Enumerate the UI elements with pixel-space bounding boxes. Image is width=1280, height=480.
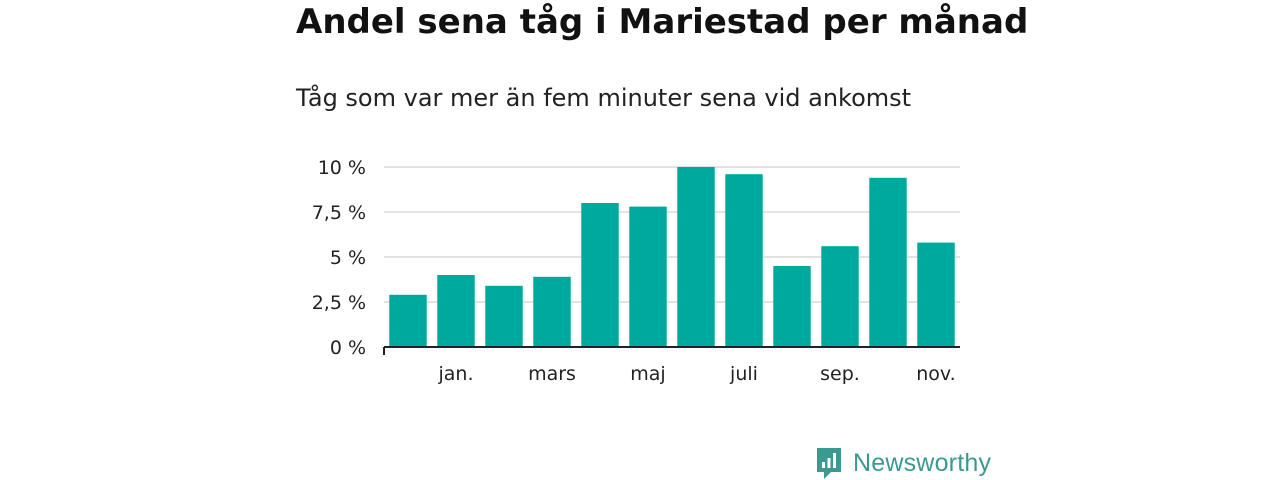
bar-nov: [917, 242, 955, 347]
x-tick-label: juli: [729, 363, 758, 385]
bar-maj: [629, 206, 667, 347]
x-tick-label: jan.: [437, 363, 473, 385]
y-tick-label: 2,5 %: [312, 292, 366, 314]
x-tick-label: sep.: [820, 363, 860, 385]
bar-sep: [821, 246, 859, 347]
x-axis-ticks: jan. mars maj juli sep. nov.: [437, 363, 955, 385]
bar-juni: [677, 167, 715, 347]
chart-title: Andel sena tåg i Mariestad per månad: [296, 2, 1029, 42]
newsworthy-logo-icon: [817, 448, 841, 479]
chart-subtitle: Tåg som var mer än fem minuter sena vid …: [296, 84, 912, 112]
x-tick-label: maj: [630, 363, 665, 385]
y-tick-label: 5 %: [330, 247, 366, 269]
y-tick-label: 7,5 %: [312, 202, 366, 224]
y-tick-label: 0 %: [330, 337, 366, 359]
brand-name: Newsworthy: [853, 448, 992, 477]
x-axis: [383, 346, 960, 355]
bars: [389, 167, 955, 347]
bar-okt: [869, 177, 907, 347]
bar-feb: [485, 285, 523, 347]
y-axis-ticks: 0 % 2,5 % 5 % 7,5 % 10 %: [312, 157, 366, 359]
y-tick-label: 10 %: [318, 157, 366, 179]
bar-apr: [581, 203, 619, 347]
bar-jan: [437, 275, 475, 347]
bar-aug: [773, 266, 811, 347]
bar-mars: [533, 276, 571, 347]
brand-logo: Newsworthy: [815, 446, 991, 480]
grid-lines: [384, 166, 960, 303]
x-tick-label: nov.: [916, 363, 955, 385]
bar-chart: 0 % 2,5 % 5 % 7,5 % 10 % jan. mars maj juli sep.…: [312, 157, 960, 385]
bar-juli: [725, 174, 763, 347]
x-tick-label: mars: [528, 363, 576, 385]
bar-dec: [389, 294, 427, 347]
